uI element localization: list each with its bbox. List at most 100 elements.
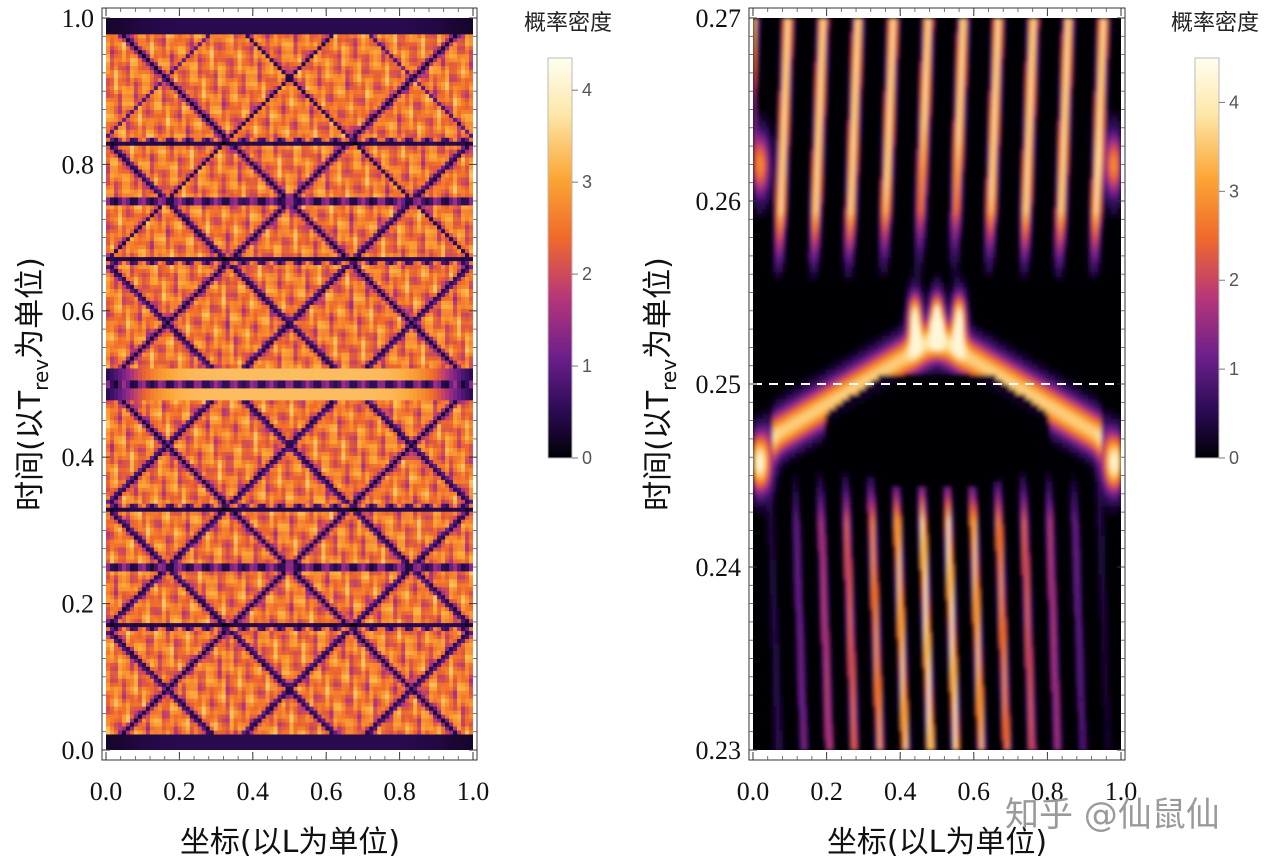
heatmap-cell [245, 574, 251, 580]
heatmap-cell [317, 614, 322, 620]
heatmap-cell [121, 598, 127, 604]
heatmap-cell [145, 547, 151, 552]
heatmap-cell [285, 678, 290, 683]
heatmap-cell [141, 642, 147, 647]
heatmap-cell [321, 674, 326, 679]
heatmap-cell [133, 610, 139, 616]
heatmap-cell [121, 614, 127, 620]
heatmap-cell [289, 686, 294, 691]
heatmap-cell [129, 730, 135, 735]
heatmap-cell [205, 714, 211, 719]
heatmap-cell [249, 694, 254, 699]
heatmap-cell [153, 710, 159, 715]
heatmap-cell [385, 694, 390, 699]
heatmap-cell [297, 638, 302, 643]
heatmap-cell [289, 730, 294, 735]
heatmap-cell [409, 563, 414, 568]
heatmap-cell [349, 714, 354, 719]
heatmap-cell [157, 547, 163, 552]
heatmap-cell [373, 582, 378, 588]
heatmap-cell [353, 602, 358, 608]
heatmap-cell [277, 678, 282, 683]
heatmap-cell [113, 535, 119, 540]
heatmap-cell [345, 567, 350, 572]
heatmap-cell [393, 559, 398, 564]
heatmap-cell [257, 586, 262, 592]
heatmap-cell [221, 674, 227, 679]
heatmap-cell [325, 539, 330, 544]
heatmap-cell [141, 602, 147, 608]
heatmap-cell [417, 638, 422, 643]
heatmap-cell [149, 539, 155, 544]
heatmap-cell [113, 559, 119, 564]
heatmap-cell [157, 578, 163, 584]
heatmap-cell [389, 690, 394, 695]
heatmap-cell [225, 726, 231, 731]
heatmap-cell [213, 551, 219, 556]
heatmap-cell [365, 630, 370, 636]
heatmap-cell [149, 686, 155, 691]
heatmap-cell [321, 650, 326, 655]
heatmap-cell [173, 563, 179, 568]
heatmap-cell [305, 598, 310, 604]
heatmap-cell [441, 594, 446, 600]
heatmap-cell [465, 555, 470, 560]
heatmap-cell [337, 694, 342, 699]
heatmap-cell [297, 690, 302, 695]
heatmap-cell [337, 642, 342, 647]
heatmap-cell [145, 690, 151, 695]
heatmap-cell [461, 674, 466, 679]
heatmap-cell [293, 658, 298, 663]
heatmap-cell [417, 594, 422, 600]
heatmap-cell [285, 559, 290, 564]
heatmap-cell [241, 718, 247, 723]
heatmap-cell [257, 718, 262, 723]
heatmap-cell [181, 614, 187, 620]
heatmap-cell [277, 658, 282, 663]
heatmap-cell [217, 590, 223, 596]
heatmap-cell [129, 590, 135, 596]
heatmap-cell [273, 574, 278, 580]
heatmap-cell [305, 626, 310, 632]
heatmap-cell [133, 626, 139, 632]
heatmap-cell [137, 539, 143, 544]
heatmap-cell [401, 547, 406, 552]
heatmap-cell [181, 551, 187, 556]
heatmap-cell [313, 722, 318, 727]
heatmap-cell [241, 543, 247, 548]
heatmap-cell [121, 650, 127, 655]
heatmap-cell [125, 722, 131, 727]
heatmap-cell [261, 626, 266, 632]
heatmap-cell [369, 646, 374, 651]
heatmap-cell [397, 666, 402, 671]
heatmap-cell [333, 662, 338, 667]
heatmap-cell [309, 543, 314, 548]
heatmap-cell [385, 578, 390, 584]
heatmap-cell [125, 590, 131, 596]
heatmap-cell [425, 678, 430, 683]
heatmap-cell [341, 682, 346, 687]
heatmap-cell [185, 714, 191, 719]
heatmap-cell [389, 563, 394, 568]
heatmap-cell [241, 646, 247, 651]
heatmap-cell [205, 563, 211, 568]
heatmap-cell [277, 654, 282, 659]
heatmap-cell [317, 559, 322, 564]
heatmap-cell [457, 578, 462, 584]
heatmap-cell [229, 638, 235, 643]
heatmap-cell [461, 618, 466, 624]
heatmap-cell [409, 678, 414, 683]
heatmap-cell [401, 734, 406, 739]
heatmap-cell [177, 531, 183, 536]
heatmap-cell [145, 650, 151, 655]
heatmap-cell [209, 535, 215, 540]
heatmap-cell [457, 710, 462, 715]
heatmap-cell [321, 658, 326, 663]
heatmap-cell [106, 674, 111, 679]
heatmap-cell [437, 539, 442, 544]
heatmap-cell [377, 559, 382, 564]
heatmap-cell [309, 594, 314, 600]
heatmap-cell [301, 730, 306, 735]
heatmap-cell [333, 694, 338, 699]
heatmap-cell [285, 535, 290, 540]
